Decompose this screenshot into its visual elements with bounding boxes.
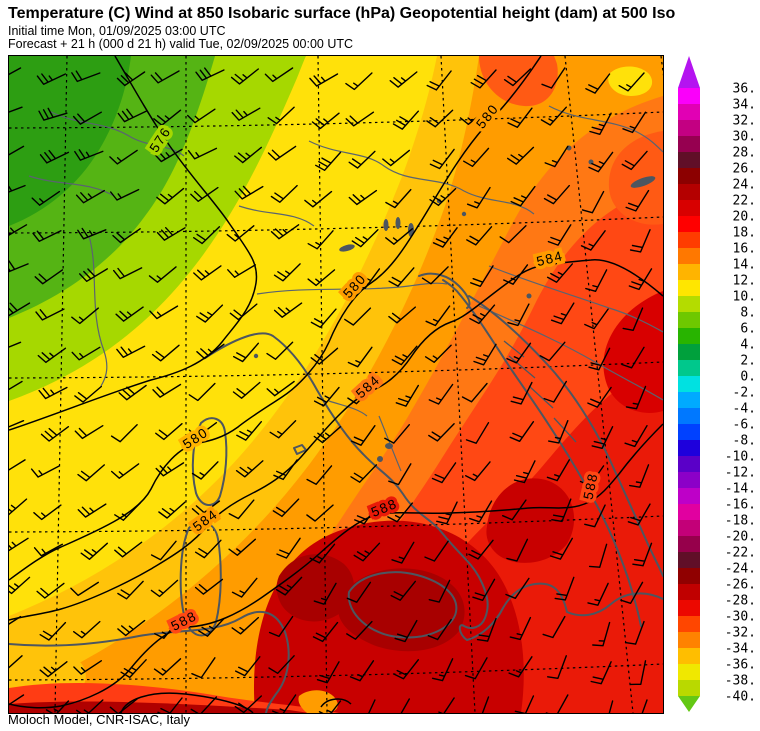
- svg-text:-40.: -40.: [725, 690, 756, 705]
- svg-text:26.: 26.: [733, 162, 756, 177]
- svg-text:36.: 36.: [733, 82, 756, 97]
- svg-text:-28.: -28.: [725, 594, 756, 609]
- svg-text:2.: 2.: [740, 354, 756, 369]
- svg-text:-38.: -38.: [725, 674, 756, 689]
- svg-text:10.: 10.: [733, 290, 756, 305]
- graticule-grid: [9, 56, 663, 713]
- colorbar: 36.34.32.30.28.26.24.22.20.18.16.14.12.1…: [678, 56, 756, 712]
- svg-text:-22.: -22.: [725, 546, 756, 561]
- svg-text:0.: 0.: [740, 370, 756, 385]
- geopotential-contours: [9, 56, 663, 713]
- svg-text:18.: 18.: [733, 226, 756, 241]
- wind-barbs: [9, 67, 653, 713]
- svg-text:-34.: -34.: [725, 642, 756, 657]
- svg-text:34.: 34.: [733, 98, 756, 113]
- svg-text:-18.: -18.: [725, 514, 756, 529]
- svg-text:20.: 20.: [733, 210, 756, 225]
- page-title: Temperature (C) Wind at 850 Isobaric sur…: [8, 5, 676, 22]
- svg-text:-30.: -30.: [725, 610, 756, 625]
- svg-text:24.: 24.: [733, 178, 756, 193]
- svg-text:-24.: -24.: [725, 562, 756, 577]
- svg-text:-12.: -12.: [725, 466, 756, 481]
- svg-text:12.: 12.: [733, 274, 756, 289]
- model-credit: Moloch Model, CNR-ISAC, Italy: [8, 712, 191, 727]
- svg-text:4.: 4.: [740, 338, 756, 353]
- svg-text:-32.: -32.: [725, 626, 756, 641]
- svg-text:22.: 22.: [733, 194, 756, 209]
- svg-text:-4.: -4.: [733, 402, 756, 417]
- svg-text:-26.: -26.: [725, 578, 756, 593]
- svg-text:-36.: -36.: [725, 658, 756, 673]
- svg-text:-20.: -20.: [725, 530, 756, 545]
- svg-text:6.: 6.: [740, 322, 756, 337]
- svg-text:14.: 14.: [733, 258, 756, 273]
- svg-text:32.: 32.: [733, 114, 756, 129]
- svg-text:-6.: -6.: [733, 418, 756, 433]
- svg-text:8.: 8.: [740, 306, 756, 321]
- svg-text:-8.: -8.: [733, 434, 756, 449]
- forecast-line: Forecast + 21 h (000 d 21 h) valid Tue, …: [8, 37, 354, 51]
- map-canvas: 576 580 580 580 584 584 584 588 588 588: [8, 55, 664, 714]
- dalmatian-islands: [503, 340, 577, 443]
- svg-text:-14.: -14.: [725, 482, 756, 497]
- init-time-line: Initial time Mon, 01/09/2025 03:00 UTC: [8, 24, 226, 38]
- lakes: [253, 145, 656, 462]
- svg-text:-10.: -10.: [725, 450, 756, 465]
- svg-text:-16.: -16.: [725, 498, 756, 513]
- svg-text:28.: 28.: [733, 146, 756, 161]
- svg-text:30.: 30.: [733, 130, 756, 145]
- svg-text:-2.: -2.: [733, 386, 756, 401]
- svg-text:16.: 16.: [733, 242, 756, 257]
